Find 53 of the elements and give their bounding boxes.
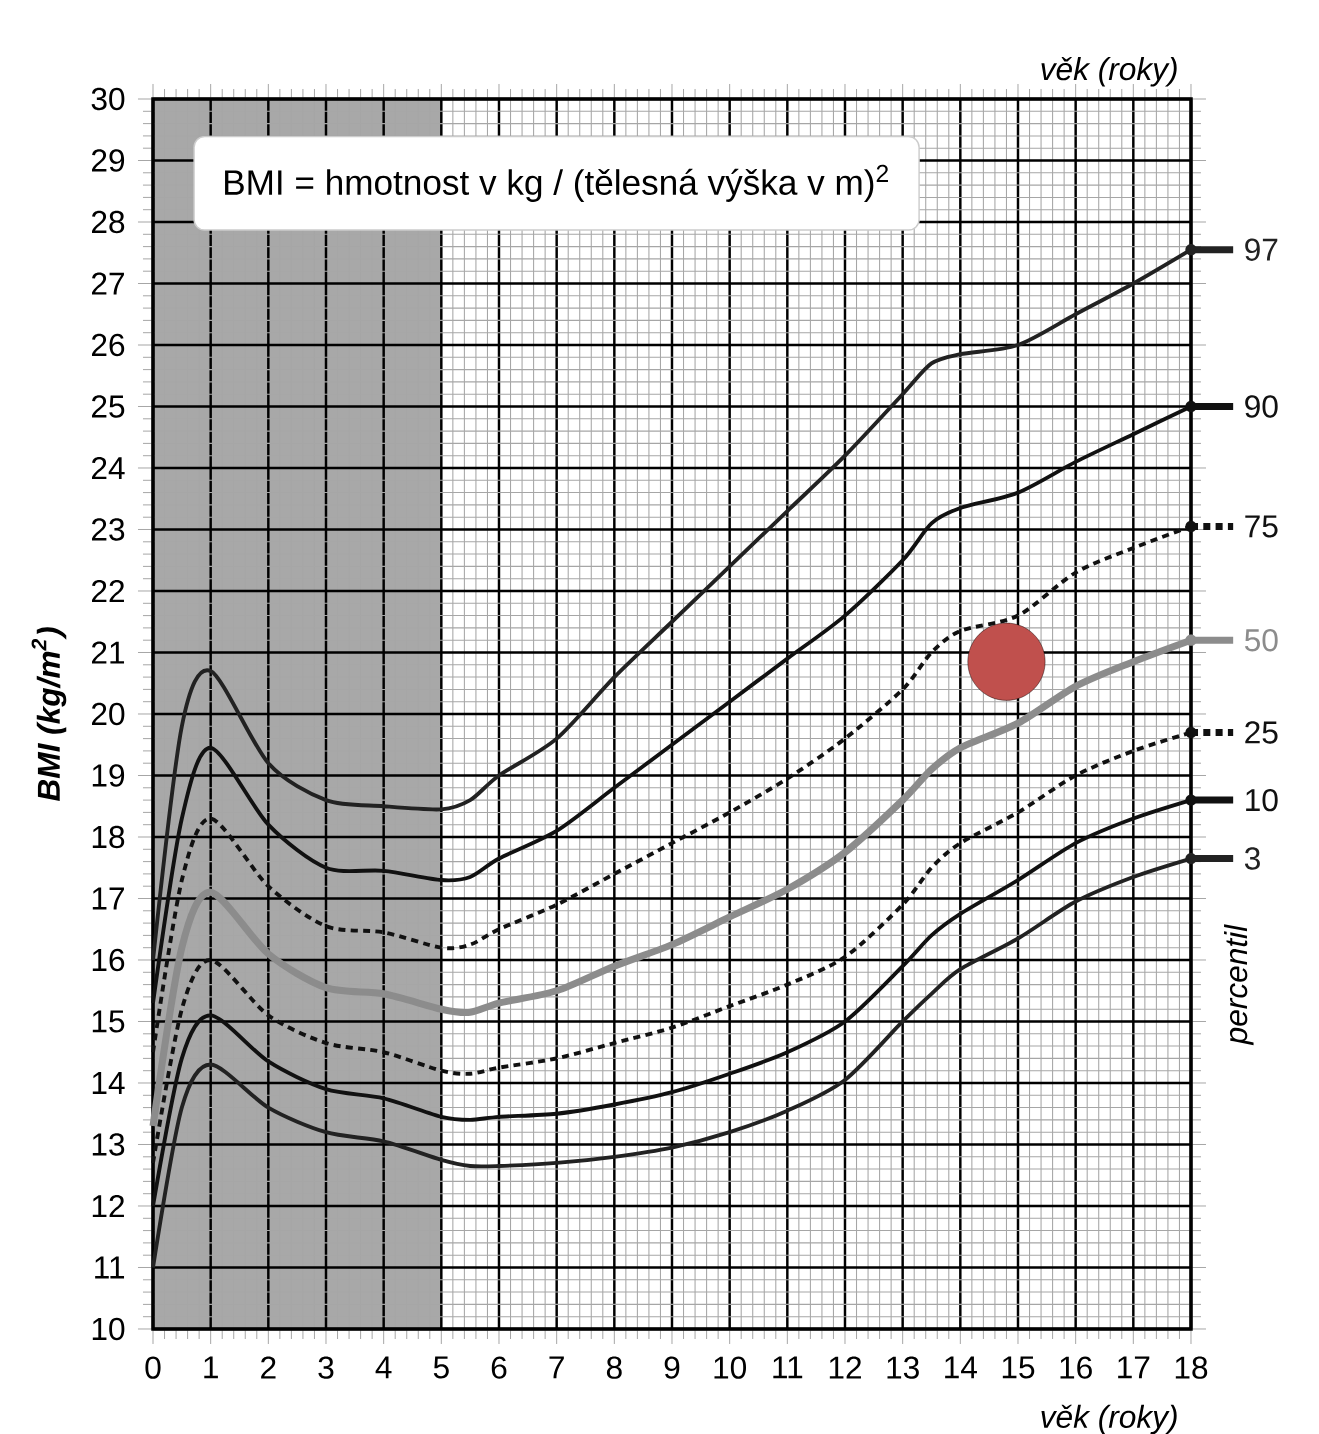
y-tick-label: 21 bbox=[92, 641, 125, 664]
y-tick-label: 28 bbox=[92, 210, 125, 234]
x-tick-label: 9 bbox=[664, 1356, 680, 1379]
y-tick-label: 24 bbox=[92, 456, 125, 480]
x-tick-label: 0 bbox=[145, 1356, 161, 1379]
text: věk (roky) bbox=[1041, 56, 1177, 87]
x-tick-label: 6 bbox=[491, 1356, 507, 1379]
x-tick-label: 15 bbox=[1002, 1356, 1035, 1379]
x-tick-label: 3 bbox=[318, 1356, 334, 1379]
x-tick-label: 8 bbox=[606, 1356, 622, 1379]
y-tick-label: 11 bbox=[95, 1256, 125, 1279]
y-tick-label: 10 bbox=[92, 1317, 125, 1341]
x-tick-label: 12 bbox=[829, 1356, 861, 1379]
x-tick-label: 10 bbox=[714, 1356, 747, 1379]
annotation: BMI = hmotnost v kg / (tělesná výška v m)$^{2}$ bbox=[225, 164, 888, 202]
y-axis-title: BMI (kg/m$^{2}$) bbox=[31, 627, 67, 802]
x-tick-label: 1 bbox=[204, 1356, 218, 1379]
y-tick-label: 29 bbox=[92, 149, 125, 172]
y-tick-label: 13 bbox=[92, 1133, 125, 1156]
legend-label: 10 bbox=[1246, 788, 1278, 812]
x-tick-label: 14 bbox=[945, 1356, 977, 1379]
y-tick-label: 12 bbox=[92, 1194, 124, 1218]
y-tick-label: 16 bbox=[92, 948, 125, 972]
x-tick-label: 4 bbox=[375, 1356, 392, 1379]
x-tick-label: 18 bbox=[1175, 1356, 1208, 1379]
y-tick-label: 19 bbox=[92, 764, 125, 787]
legend-label: 50 bbox=[1244, 628, 1278, 652]
legend-label: 75 bbox=[1245, 515, 1278, 538]
y-tick-label: 22 bbox=[92, 579, 124, 603]
legend-label: 25 bbox=[1245, 721, 1278, 744]
text: percentil bbox=[1224, 924, 1254, 1046]
y-tick-label: 30 bbox=[91, 87, 125, 111]
x-axis-title: věk (roky) bbox=[1041, 1404, 1177, 1434]
x-tick-label: 16 bbox=[1060, 1356, 1092, 1379]
x-tick-label: 13 bbox=[887, 1356, 919, 1379]
y-tick-label: 17 bbox=[92, 887, 124, 910]
legend-label: 97 bbox=[1245, 238, 1278, 261]
y-tick-label: 14 bbox=[92, 1072, 125, 1094]
y-tick-label: 20 bbox=[92, 702, 125, 726]
y-tick-label: 27 bbox=[92, 272, 124, 295]
x-tick-label: 17 bbox=[1118, 1356, 1150, 1379]
y-tick-label: 25 bbox=[92, 395, 125, 418]
y-tick-label: 26 bbox=[92, 333, 125, 357]
y-tick-label: 23 bbox=[92, 518, 125, 541]
x-tick-label: 5 bbox=[433, 1356, 449, 1379]
legend-label: 90 bbox=[1245, 395, 1278, 418]
x-tick-label: 2 bbox=[261, 1356, 276, 1379]
point bbox=[967, 622, 1046, 701]
x-tick-label: 11 bbox=[773, 1356, 803, 1379]
y-tick-label: 15 bbox=[92, 1010, 125, 1033]
x-tick-label: 7 bbox=[549, 1356, 564, 1379]
y-tick-label: 18 bbox=[92, 825, 125, 849]
legend-label: 3 bbox=[1244, 847, 1260, 870]
